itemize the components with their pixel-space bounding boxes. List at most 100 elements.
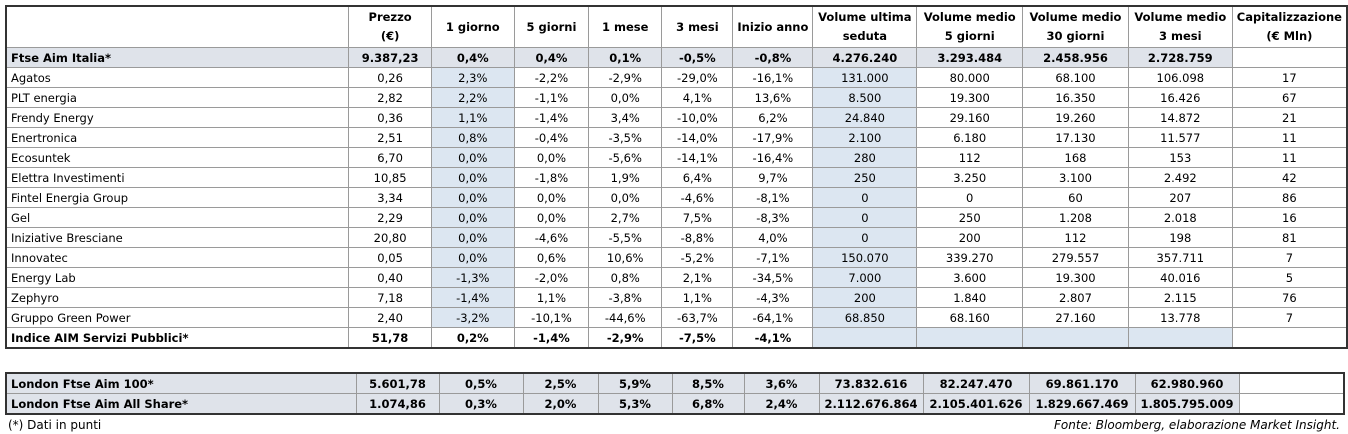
cell: 24.840 xyxy=(812,107,918,128)
cell: 2,82 xyxy=(348,87,432,108)
cell: 250 xyxy=(812,167,918,188)
header-text: 3 mesi xyxy=(1159,29,1202,43)
cell: 2,40 xyxy=(348,307,432,328)
cell: 0,0% xyxy=(588,187,663,208)
cell: 0,4% xyxy=(513,47,590,68)
cell: 0,05 xyxy=(348,247,432,268)
cell: 7,18 xyxy=(348,287,432,308)
cell: 13.778 xyxy=(1127,307,1233,328)
cell: -1,4% xyxy=(513,107,590,128)
cell: 20,80 xyxy=(348,227,432,248)
cell: -8,8% xyxy=(661,227,734,248)
cell: -0,8% xyxy=(732,47,814,68)
cell: 5,9% xyxy=(597,372,673,394)
header-cell: 3 mesi xyxy=(661,5,734,48)
cell: 9,7% xyxy=(732,167,814,188)
cell: -63,7% xyxy=(661,307,734,328)
cell: -2,0% xyxy=(513,267,590,288)
cell: 1.840 xyxy=(916,287,1024,308)
cell: 0,1% xyxy=(588,47,663,68)
cell: 0,0% xyxy=(513,207,590,228)
cell: -4,3% xyxy=(732,287,814,308)
cell: 16 xyxy=(1231,207,1348,228)
cell: -7,5% xyxy=(661,327,734,349)
cell: 0,0% xyxy=(430,187,515,208)
cell xyxy=(1231,47,1348,68)
cell: -0,4% xyxy=(513,127,590,148)
row-label: Frendy Energy xyxy=(5,107,350,128)
cell: 11.577 xyxy=(1127,127,1233,148)
cell: 2,5% xyxy=(522,372,599,394)
cell: 112 xyxy=(916,147,1024,168)
cell: 280 xyxy=(812,147,918,168)
cell: 14.872 xyxy=(1127,107,1233,128)
cell: 5.601,78 xyxy=(355,372,440,394)
cell: 68.160 xyxy=(916,307,1024,328)
cell: 40.016 xyxy=(1127,267,1233,288)
cell: 17 xyxy=(1231,67,1348,88)
cell: 2.112.676.864 xyxy=(818,393,924,415)
cell: 82.247.470 xyxy=(922,372,1030,394)
row-label: Innovatec xyxy=(5,247,350,268)
source: Fonte: Bloomberg, elaborazione Market In… xyxy=(1054,418,1340,432)
cell: -3,8% xyxy=(588,287,663,308)
cell: 2.728.759 xyxy=(1127,47,1233,68)
cell: 19.300 xyxy=(1022,267,1129,288)
stock-row: Energy Lab 0,40 -1,3% -2,0% 0,8% 2,1% -34,5% 7.… xyxy=(5,267,1348,288)
cell: -2,2% xyxy=(513,67,590,88)
cell: 11 xyxy=(1231,127,1348,148)
cell xyxy=(1127,327,1233,349)
stock-row: Zephyro 7,18 -1,4% 1,1% -3,8% 1,1% -4,3% 200 1.8… xyxy=(5,287,1348,308)
cell: 17.130 xyxy=(1022,127,1129,148)
index-row: London Ftse Aim 100* 5.601,78 0,5% 2,5% 5,9%… xyxy=(5,372,1345,394)
cell: 2.100 xyxy=(812,127,918,148)
row-label: London Ftse Aim All Share* xyxy=(5,393,357,415)
stock-row: Agatos 0,26 2,3% -2,2% -2,9% -29,0% -16,1% 131.… xyxy=(5,67,1348,88)
stock-row: Elettra Investimenti 10,85 0,0% -1,8% 1,9% 6,… xyxy=(5,167,1348,188)
cell: 2,1% xyxy=(661,267,734,288)
cell: 4,1% xyxy=(661,87,734,108)
header-text: seduta xyxy=(842,29,888,43)
cell: -14,0% xyxy=(661,127,734,148)
cell: -8,1% xyxy=(732,187,814,208)
header-cell: 1 mese xyxy=(588,5,663,48)
cell: 7,5% xyxy=(661,207,734,228)
row-label: Gel xyxy=(5,207,350,228)
cell: 4,0% xyxy=(732,227,814,248)
cell: 3,6% xyxy=(743,372,820,394)
cell: 2,51 xyxy=(348,127,432,148)
cell: 60 xyxy=(1022,187,1129,208)
row-label: Iniziative Bresciane xyxy=(5,227,350,248)
header-text: (€) xyxy=(380,29,400,43)
header-text: Volume ultima xyxy=(818,10,912,24)
cell: 86 xyxy=(1231,187,1348,208)
cell: 8,5% xyxy=(671,372,745,394)
cell: -0,5% xyxy=(661,47,734,68)
header-cell: Volume medio 3 mesi xyxy=(1127,5,1233,48)
cell: 153 xyxy=(1127,147,1233,168)
cell: 9.387,23 xyxy=(348,47,432,68)
cell: 3.100 xyxy=(1022,167,1129,188)
cell: 51,78 xyxy=(348,327,432,349)
index-row: Indice AIM Servizi Pubblici* 51,78 0,2% -1,… xyxy=(5,327,1348,349)
cell: -16,4% xyxy=(732,147,814,168)
cell xyxy=(1238,393,1345,415)
cell: 6,4% xyxy=(661,167,734,188)
row-label: PLT energia xyxy=(5,87,350,108)
cell: -14,1% xyxy=(661,147,734,168)
cell: 6,8% xyxy=(671,393,745,415)
cell: 2.492 xyxy=(1127,167,1233,188)
cell: 11 xyxy=(1231,147,1348,168)
stock-row: Iniziative Bresciane 20,80 0,0% -4,6% -5,5% -… xyxy=(5,227,1348,248)
cell: 2,29 xyxy=(348,207,432,228)
cell: 0 xyxy=(812,187,918,208)
row-label: Enertronica xyxy=(5,127,350,148)
cell: 1.805.795.009 xyxy=(1134,393,1240,415)
london-table: London Ftse Aim 100* 5.601,78 0,5% 2,5% 5,9%… xyxy=(5,372,1345,415)
cell: 0 xyxy=(916,187,1024,208)
header-cell: Capitalizzazione (€ Mln) xyxy=(1231,5,1348,48)
cell: -7,1% xyxy=(732,247,814,268)
stock-row: Ecosuntek 6,70 0,0% 0,0% -5,6% -14,1% -16,4% 28… xyxy=(5,147,1348,168)
header-text: Volume medio xyxy=(923,10,1016,24)
